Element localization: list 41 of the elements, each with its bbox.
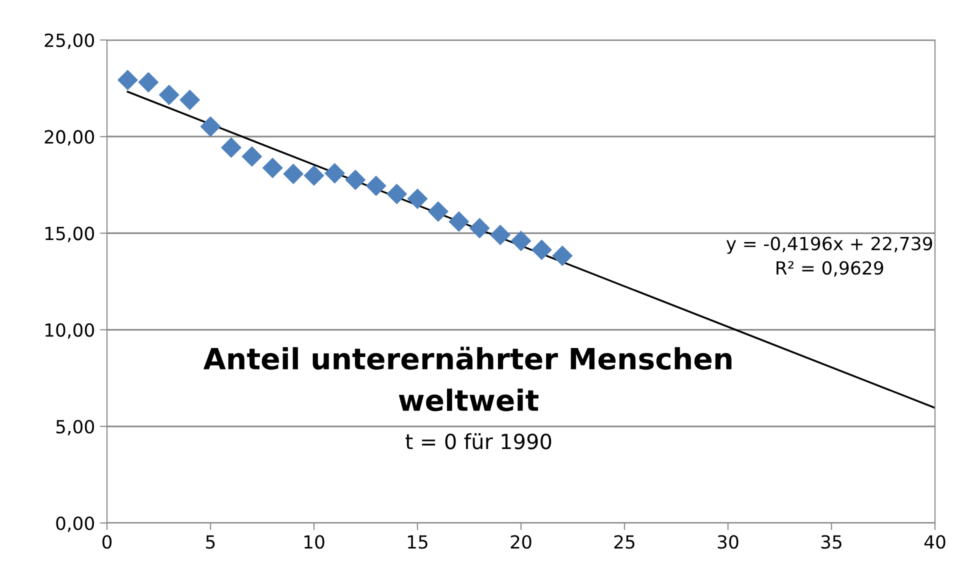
point [490,224,511,246]
x-tick-label: 30 [718,535,738,549]
point [262,158,283,178]
y-tick-label: 10,00 [45,323,94,339]
y-tick-label: 15,00 [45,226,94,242]
y-tick-label: 0,00 [56,516,94,532]
x-tick-label: 40 [924,535,946,549]
point [158,84,180,106]
point [180,90,200,110]
point [386,184,408,204]
point [552,246,573,266]
point [117,70,138,90]
x-tick-label: 10 [304,535,324,549]
x-tick-label: 5 [206,535,215,549]
x-tick-label: 20 [510,535,532,549]
x-tick-label: 25 [614,535,634,549]
point [366,176,386,196]
annotation: R² = 0,9629 [776,261,884,277]
text: t = 0 für 1990 [406,433,552,450]
point [242,146,262,167]
text: Anteil unterernährter Menschen weltweit [203,346,732,412]
point [428,201,448,222]
point [345,170,366,190]
point [304,165,324,186]
x-tick-label: 0 [102,535,112,549]
point [407,188,428,210]
x-tick-label: 35 [821,535,842,549]
point [448,211,470,232]
y-tick-label: 25,00 [44,33,94,49]
point [510,230,532,252]
x-tick-label: 15 [408,535,428,549]
point [138,72,159,93]
y-tick-label: 20,00 [44,130,94,146]
point [531,240,552,260]
point [220,137,242,158]
annotation: y = -0,4196x + 22,739 [726,236,932,254]
point [324,163,345,184]
point [469,218,490,238]
y-tick-label: 5,00 [56,420,94,436]
point [200,116,221,137]
point [283,164,304,184]
